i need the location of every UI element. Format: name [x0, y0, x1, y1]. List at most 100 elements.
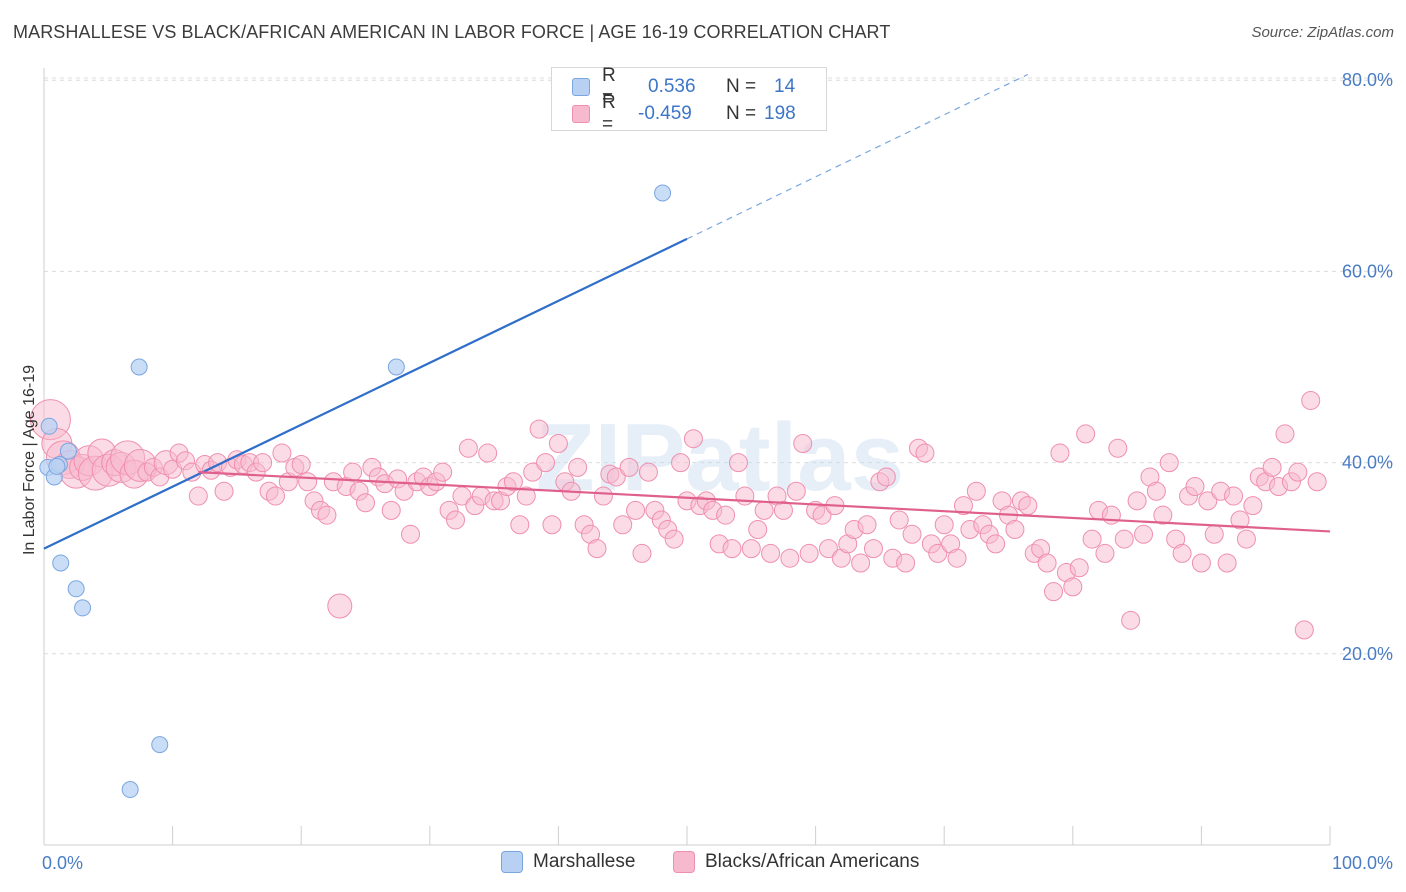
legend-row-marshallese: R = 0.536 N = 14	[572, 65, 796, 108]
blue-data-point	[59, 442, 77, 460]
blue-data-point	[130, 358, 148, 376]
pink-data-point	[272, 443, 292, 463]
blue-series-points	[39, 184, 672, 799]
pink-data-point	[265, 486, 285, 506]
pink-data-point	[587, 539, 607, 559]
pink-data-point	[1191, 553, 1211, 573]
pink-data-point	[548, 433, 568, 453]
pink-data-point	[1159, 453, 1179, 473]
pink-data-point	[214, 481, 234, 501]
pink-data-point	[773, 500, 793, 520]
pink-data-point	[1121, 610, 1141, 630]
pink-data-point	[568, 457, 588, 477]
pink-data-point	[812, 505, 832, 525]
pink-data-point	[1146, 481, 1166, 501]
pink-data-point	[1127, 491, 1147, 511]
x-tick-label: 100.0%	[1332, 853, 1393, 873]
pink-data-point	[902, 524, 922, 544]
pink-data-point	[626, 500, 646, 520]
pink-data-point	[1044, 582, 1064, 602]
pink-data-point	[619, 457, 639, 477]
pink-data-point	[1294, 620, 1314, 640]
pink-trend-line	[198, 471, 1331, 533]
pink-data-point	[1236, 529, 1256, 549]
pink-data-point	[1262, 457, 1282, 477]
pink-data-point	[915, 443, 935, 463]
pink-data-point	[536, 453, 556, 473]
pink-swatch	[673, 851, 695, 873]
grid-lines	[44, 77, 1392, 655]
pink-data-point	[748, 520, 768, 540]
blue-data-point	[387, 358, 405, 376]
r-label: R =	[602, 92, 616, 135]
y-axis-label: In Labor Force | Age 16-19	[21, 365, 38, 555]
blue-data-point	[52, 554, 70, 572]
pink-data-point	[1307, 472, 1327, 492]
pink-data-point	[1230, 510, 1250, 530]
pink-data-point	[716, 505, 736, 525]
pink-data-point	[1063, 577, 1083, 597]
pink-data-point	[1275, 424, 1295, 444]
pink-data-point	[876, 467, 896, 487]
pink-data-point	[510, 515, 530, 535]
pink-data-point	[786, 481, 806, 501]
pink-data-point	[433, 462, 453, 482]
legend-item-black: Blacks/African Americans	[673, 851, 919, 873]
pink-data-point	[722, 539, 742, 559]
blue-data-point	[40, 417, 58, 435]
pink-data-point	[446, 510, 466, 530]
pink-data-point	[928, 543, 948, 563]
pink-data-point	[327, 593, 353, 619]
pink-data-point	[1243, 496, 1263, 516]
pink-series-points	[29, 390, 1327, 640]
pink-data-point	[857, 515, 877, 535]
pink-data-point	[1037, 553, 1057, 573]
pink-data-point	[458, 438, 478, 458]
blue-data-point	[74, 599, 92, 617]
pink-data-point	[947, 548, 967, 568]
pink-data-point	[253, 453, 273, 473]
pink-data-point	[671, 453, 691, 473]
y-tick-label: 40.0%	[1342, 453, 1393, 473]
blue-data-point	[654, 184, 672, 202]
pink-data-point	[986, 534, 1006, 554]
pink-data-point	[1185, 477, 1205, 496]
pink-data-point	[1172, 543, 1192, 563]
pink-data-point	[1069, 558, 1089, 578]
pink-data-point	[1301, 390, 1321, 410]
n-value: 14	[774, 76, 796, 97]
pink-data-point	[754, 500, 774, 520]
pink-data-point	[593, 486, 613, 506]
y-tick-label: 60.0%	[1342, 261, 1393, 281]
r-label: R =	[602, 65, 616, 108]
pink-data-point	[523, 462, 543, 482]
pink-data-point	[1050, 443, 1070, 463]
pink-data-point	[516, 486, 536, 506]
source-label: Source: ZipAtlas.com	[1251, 24, 1394, 41]
legend-label: Marshallese	[533, 851, 636, 872]
pink-data-point	[1217, 553, 1237, 573]
pink-data-point	[896, 553, 916, 573]
y-tick-labels: 20.0% 40.0% 60.0% 80.0%	[1342, 70, 1393, 664]
pink-data-point	[683, 429, 703, 449]
pink-data-point	[1153, 505, 1173, 525]
blue-swatch	[501, 851, 523, 873]
blue-data-point	[67, 580, 85, 598]
pink-data-point	[356, 493, 375, 513]
blue-data-point	[48, 457, 66, 475]
pink-data-point	[1224, 486, 1244, 506]
n-value: 198	[764, 103, 796, 124]
pink-data-point	[291, 455, 311, 475]
pink-data-point	[343, 462, 363, 482]
blue-swatch	[572, 78, 590, 96]
pink-data-point	[799, 543, 819, 563]
pink-data-point	[1198, 491, 1218, 511]
pink-data-point	[529, 419, 549, 439]
pink-data-point	[664, 529, 684, 549]
x-tick-labels: 0.0% 100.0%	[42, 853, 1393, 873]
pink-data-point	[1101, 505, 1121, 525]
pink-swatch	[572, 105, 590, 123]
pink-data-point	[317, 505, 337, 525]
legend-item-marshallese: Marshallese	[501, 851, 635, 873]
